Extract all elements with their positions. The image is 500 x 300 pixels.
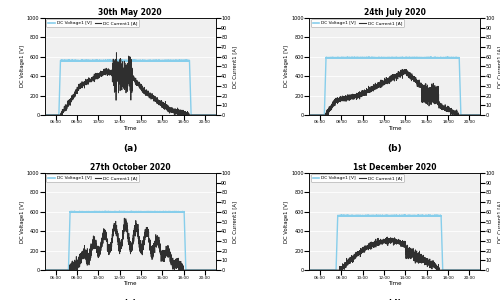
Y-axis label: DC Voltage1 [V]: DC Voltage1 [V] — [284, 200, 290, 242]
X-axis label: Time: Time — [388, 126, 402, 131]
Legend: DC Voltage1 [V], DC Current1 [A]: DC Voltage1 [V], DC Current1 [A] — [46, 19, 140, 27]
Title: 1st December 2020: 1st December 2020 — [353, 163, 436, 172]
Y-axis label: DC Current1 [A]: DC Current1 [A] — [232, 45, 237, 88]
Title: 24th July 2020: 24th July 2020 — [364, 8, 426, 17]
Text: (a): (a) — [123, 144, 138, 153]
Y-axis label: DC Voltage1 [V]: DC Voltage1 [V] — [20, 46, 25, 88]
Legend: DC Voltage1 [V], DC Current1 [A]: DC Voltage1 [V], DC Current1 [A] — [310, 19, 404, 27]
X-axis label: Time: Time — [388, 281, 402, 286]
Y-axis label: DC Current1 [A]: DC Current1 [A] — [497, 45, 500, 88]
Y-axis label: DC Voltage1 [V]: DC Voltage1 [V] — [20, 200, 25, 242]
Title: 27th October 2020: 27th October 2020 — [90, 163, 170, 172]
Legend: DC Voltage1 [V], DC Current1 [A]: DC Voltage1 [V], DC Current1 [A] — [46, 174, 140, 182]
Y-axis label: DC Current1 [A]: DC Current1 [A] — [232, 200, 237, 243]
Text: (b): (b) — [388, 144, 402, 153]
Legend: DC Voltage1 [V], DC Current1 [A]: DC Voltage1 [V], DC Current1 [A] — [310, 174, 404, 182]
Text: (d): (d) — [388, 299, 402, 300]
Text: (c): (c) — [124, 299, 137, 300]
X-axis label: Time: Time — [124, 281, 137, 286]
Title: 30th May 2020: 30th May 2020 — [98, 8, 162, 17]
X-axis label: Time: Time — [124, 126, 137, 131]
Y-axis label: DC Voltage1 [V]: DC Voltage1 [V] — [284, 46, 290, 88]
Y-axis label: DC Current1 [A]: DC Current1 [A] — [497, 200, 500, 243]
